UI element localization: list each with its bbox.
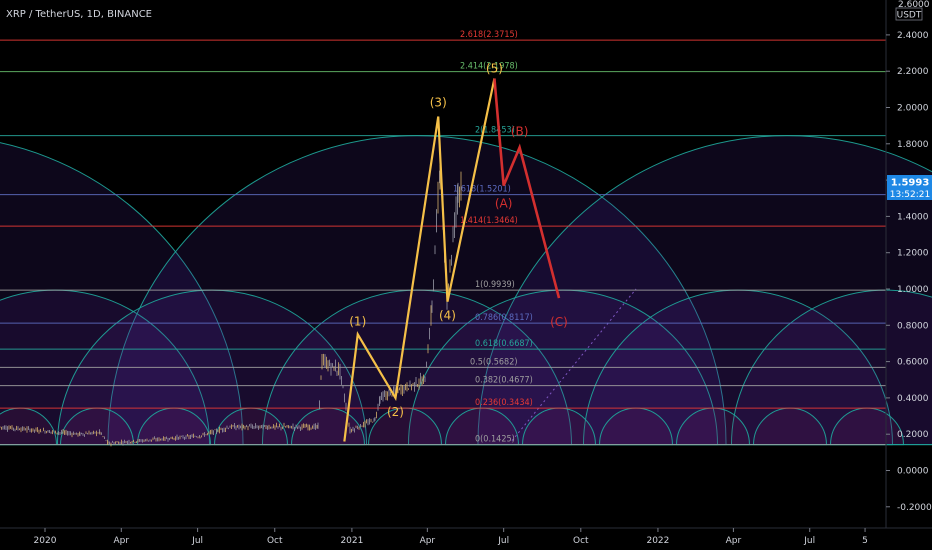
time-tick-label: Jul [191,536,203,546]
fib-level-label: 0.382(0.4677) [475,376,533,386]
price-tick-label: 1.4000 [897,212,929,222]
correction-wave-label: (B) [511,124,529,138]
bar-countdown: 13:52:21 [890,190,930,200]
impulse-wave-label: (3) [430,96,447,110]
time-tick-label: Jul [497,536,509,546]
correction-wave-path [493,78,561,299]
last-price-badge: 1.5993 13:52:21 [887,175,932,200]
fib-level-label: 2(1.8453) [475,126,515,136]
impulse-wave-label: (5) [486,61,503,75]
price-tick-label: 1.2000 [897,249,929,259]
fib-arc-large [0,142,244,446]
candles [0,165,462,447]
price-tick-label: 0.4000 [897,394,929,404]
fib-level-label: 1.618(1.5201) [453,185,511,195]
time-tick-label: 2022 [646,536,669,546]
price-tick-label: 1.0000 [897,285,929,295]
impulse-wave-path [343,78,496,442]
price-axis[interactable]: -0.2000 0.0000 0.2000 0.4000 0.6000 0.8000 1.0… [886,31,932,513]
price-tick-label: 1.8000 [897,140,929,150]
fib-level-label: 0.5(0.5682) [470,357,518,367]
price-tick-label: 0.6000 [897,358,929,368]
time-tick-label: Apr [726,536,742,546]
elliott-wave-paths [343,78,561,442]
fib-level-label: 0(0.1425) [475,435,515,445]
correction-wave-label: (A) [495,197,513,211]
fib-level-label: 1(0.9939) [475,280,515,290]
price-tick-label: 2.2000 [897,67,929,77]
price-tick-label: 2.4000 [897,31,929,41]
price-tick-label: -0.2000 [897,503,932,513]
axis-top-label: 2.6000 [898,0,930,10]
time-tick-label: 2020 [34,536,57,546]
time-tick-label: 5 [862,536,868,546]
price-tick-label: 0.2000 [897,430,929,440]
time-tick-label: Apr [114,536,130,546]
currency-label: USDT [897,11,922,21]
time-tick-label: Apr [420,536,436,546]
price-tick-label: 0.0000 [897,467,929,477]
price-tick-label: 2.0000 [897,104,929,114]
fib-levels: 0(0.1425) 0.236(0.3434) 0.382(0.4677) 0.5(0… [0,30,886,446]
fib-level-label: 1.414(1.3464) [460,216,518,226]
time-tick-label: Jul [803,536,815,546]
currency-box [895,7,923,21]
chart-title[interactable]: XRP / TetherUS, 1D, BINANCE [6,9,152,20]
time-axis[interactable]: 2020 Apr Jul Oct 2021 Apr Jul Oct 2022 Apr Jul 5 [34,528,868,546]
correction-wave-label: (C) [550,315,568,329]
time-tick-label: Oct [267,536,283,546]
fib-level-label: 0.236(0.3434) [475,398,533,408]
elliott-wave-labels: (1) (2) (3) (4) (5) (A) (B) (C) [349,61,568,418]
fib-level-label: 0.618(0.6687) [475,339,533,349]
impulse-wave-label: (1) [349,314,366,328]
fib-level-label: 2.414(2.1978) [460,62,518,72]
time-tick-label: 2021 [340,536,363,546]
time-tick-label: Oct [573,536,589,546]
fib-level-label: 2.618(2.3715) [460,30,518,40]
last-price-value: 1.5993 [891,178,930,189]
price-tick-label: 0.8000 [897,321,929,331]
fib-level-label: 0.786(0.8117) [475,313,533,323]
impulse-wave-label: (4) [439,309,456,323]
impulse-wave-label: (2) [387,405,404,419]
